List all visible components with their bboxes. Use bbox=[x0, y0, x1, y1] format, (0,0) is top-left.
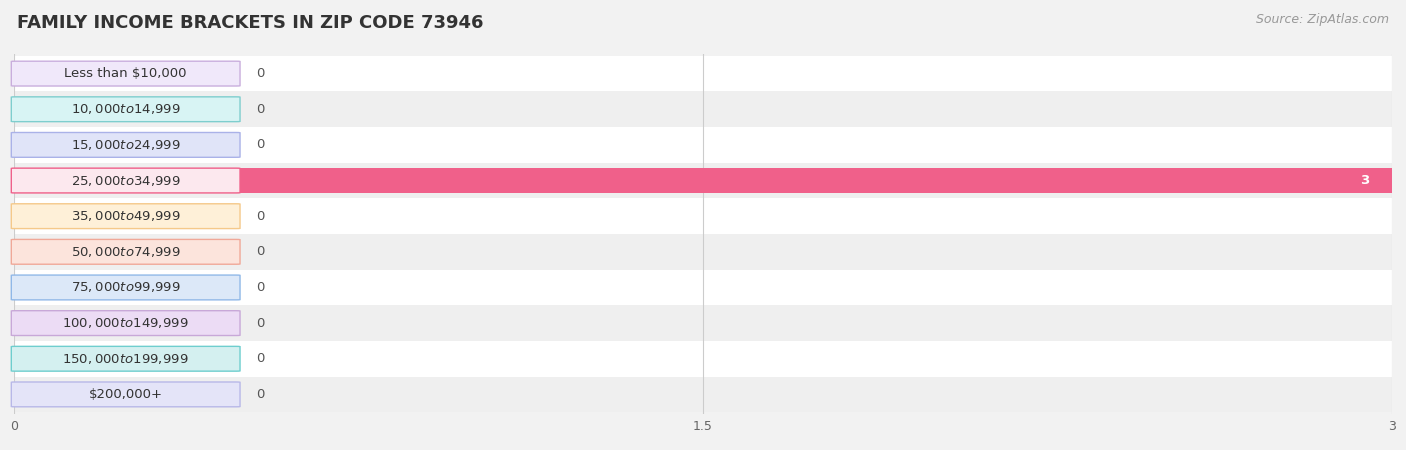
Text: 0: 0 bbox=[256, 317, 264, 329]
Text: $15,000 to $24,999: $15,000 to $24,999 bbox=[70, 138, 180, 152]
Bar bbox=[14, 305, 1392, 341]
Bar bbox=[14, 91, 1392, 127]
Bar bbox=[14, 234, 1392, 270]
Text: 0: 0 bbox=[256, 281, 264, 294]
Bar bbox=[14, 270, 1392, 305]
Text: $50,000 to $74,999: $50,000 to $74,999 bbox=[70, 245, 180, 259]
Text: FAMILY INCOME BRACKETS IN ZIP CODE 73946: FAMILY INCOME BRACKETS IN ZIP CODE 73946 bbox=[17, 14, 484, 32]
FancyBboxPatch shape bbox=[11, 132, 240, 157]
Text: $200,000+: $200,000+ bbox=[89, 388, 163, 401]
FancyBboxPatch shape bbox=[11, 168, 240, 193]
Bar bbox=[14, 163, 1392, 198]
FancyBboxPatch shape bbox=[11, 275, 240, 300]
Text: 3: 3 bbox=[1360, 174, 1369, 187]
FancyBboxPatch shape bbox=[11, 239, 240, 264]
FancyBboxPatch shape bbox=[11, 382, 240, 407]
Text: Less than $10,000: Less than $10,000 bbox=[65, 67, 187, 80]
Bar bbox=[14, 127, 1392, 163]
Bar bbox=[14, 168, 1392, 193]
FancyBboxPatch shape bbox=[11, 61, 240, 86]
FancyBboxPatch shape bbox=[11, 310, 240, 336]
Text: 0: 0 bbox=[256, 352, 264, 365]
Bar bbox=[14, 377, 1392, 412]
Text: $75,000 to $99,999: $75,000 to $99,999 bbox=[70, 280, 180, 294]
Text: 0: 0 bbox=[256, 67, 264, 80]
Text: $25,000 to $34,999: $25,000 to $34,999 bbox=[70, 174, 180, 188]
Bar bbox=[14, 198, 1392, 234]
Bar bbox=[14, 56, 1392, 91]
FancyBboxPatch shape bbox=[11, 204, 240, 229]
Text: 0: 0 bbox=[256, 210, 264, 223]
Text: $100,000 to $149,999: $100,000 to $149,999 bbox=[62, 316, 188, 330]
Text: Source: ZipAtlas.com: Source: ZipAtlas.com bbox=[1256, 14, 1389, 27]
Text: $35,000 to $49,999: $35,000 to $49,999 bbox=[70, 209, 180, 223]
Text: 0: 0 bbox=[256, 103, 264, 116]
Text: $150,000 to $199,999: $150,000 to $199,999 bbox=[62, 352, 188, 366]
Text: $10,000 to $14,999: $10,000 to $14,999 bbox=[70, 102, 180, 116]
Text: 0: 0 bbox=[256, 388, 264, 401]
FancyBboxPatch shape bbox=[11, 346, 240, 371]
FancyBboxPatch shape bbox=[11, 97, 240, 122]
Text: 0: 0 bbox=[256, 245, 264, 258]
Bar bbox=[14, 341, 1392, 377]
Text: 0: 0 bbox=[256, 139, 264, 151]
